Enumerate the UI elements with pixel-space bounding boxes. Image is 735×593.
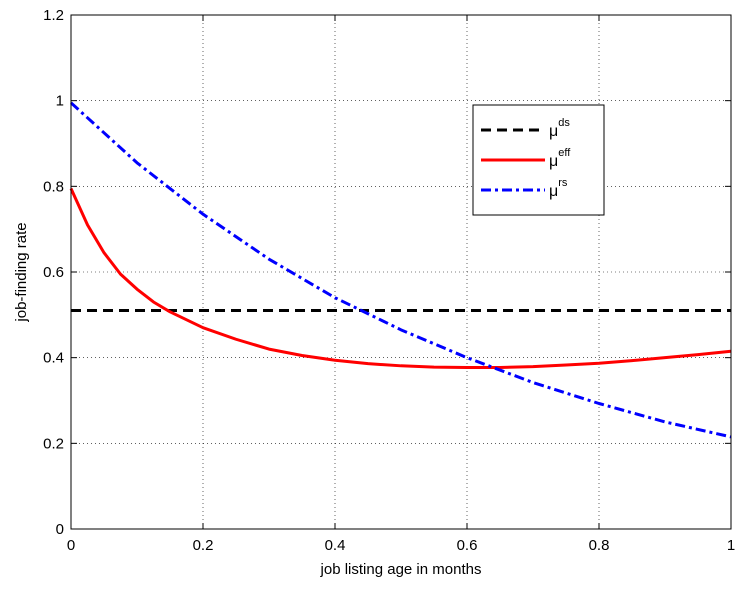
y-axis-label: job-finding rate (13, 222, 30, 322)
y-tick-label: 0 (56, 521, 64, 538)
x-tick-label: 0.4 (325, 537, 346, 554)
y-tick-label: 1.2 (43, 7, 64, 24)
grid (71, 15, 731, 529)
legend-label-rs: μrs (549, 177, 568, 200)
y-tick-label: 0.8 (43, 178, 64, 195)
legend: μds μeff μrs (472, 104, 605, 216)
y-tick-label: 0.6 (43, 264, 64, 281)
y-tick-label: 0.2 (43, 435, 64, 452)
x-tick-label: 0.6 (457, 537, 478, 554)
x-tick-label: 0 (67, 537, 75, 554)
y-tick-label: 1 (56, 93, 64, 110)
plot-frame (70, 14, 732, 530)
x-axis-label: job listing age in months (320, 561, 482, 578)
series-line-eff (69, 187, 732, 370)
x-tick-label: 1 (727, 537, 735, 554)
legend-label-ds: μds (549, 117, 570, 140)
legend-label-eff: μeff (549, 147, 571, 170)
y-tick-label: 0.4 (43, 350, 64, 367)
x-tick-label: 0.8 (589, 537, 610, 554)
series-lines (69, 101, 732, 439)
axis-ticks: 0 0.2 0.4 0.6 0.8 1 0 0.2 0.4 0.6 0.8 1 1.2 (43, 7, 735, 554)
series-line-rs (69, 101, 732, 439)
x-tick-label: 0.2 (193, 537, 214, 554)
